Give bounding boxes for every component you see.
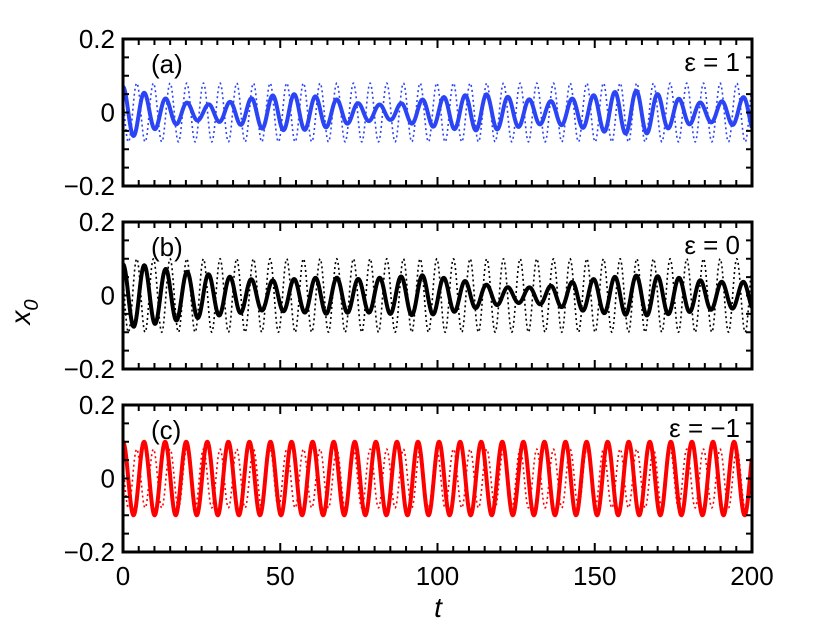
y-tick-label: −0.2 <box>64 354 115 384</box>
panel-label: (b) <box>151 232 183 262</box>
y-axis-title: x0 <box>5 299 43 326</box>
y-tick-label: 0 <box>101 98 115 128</box>
y-tick-label: 0.2 <box>79 390 115 420</box>
y-tick-label: 0.2 <box>79 207 115 237</box>
y-axis-title-main: x <box>5 310 36 327</box>
x-tick-label: 0 <box>116 561 130 591</box>
x-tick-label: 200 <box>730 561 773 591</box>
y-axis-title-subscript: 0 <box>21 299 43 310</box>
y-tick-label: −0.2 <box>64 537 115 567</box>
x-tick-label: 100 <box>416 561 459 591</box>
panel-label: (a) <box>151 49 183 79</box>
panel-annotation: ε = 1 <box>684 47 740 77</box>
y-tick-label: 0 <box>101 464 115 494</box>
panel-frame <box>121 403 754 554</box>
panel-annotation: ε = 0 <box>684 230 740 260</box>
x-axis-title: t <box>434 592 443 623</box>
y-tick-label: 0 <box>101 281 115 311</box>
y-tick-label: 0.2 <box>79 24 115 54</box>
x-tick-label: 150 <box>573 561 616 591</box>
x-tick-label: 50 <box>266 561 295 591</box>
panel-a: 0.2 0 −0.2 (a) ε = 1 <box>64 24 754 201</box>
series-dotted-line <box>123 82 752 143</box>
series-solid-line <box>123 439 752 518</box>
panel-label: (c) <box>151 415 181 445</box>
y-tick-label: −0.2 <box>64 171 115 201</box>
panel-c: 0.20−0.2(c) ε = −10 50 100 150 200 <box>64 390 774 591</box>
panel-annotation: ε = −1 <box>669 413 740 443</box>
series-dotted-line <box>123 448 752 509</box>
panel-b: 0.2 0 −0.2 (b) ε = 0 <box>64 207 754 384</box>
